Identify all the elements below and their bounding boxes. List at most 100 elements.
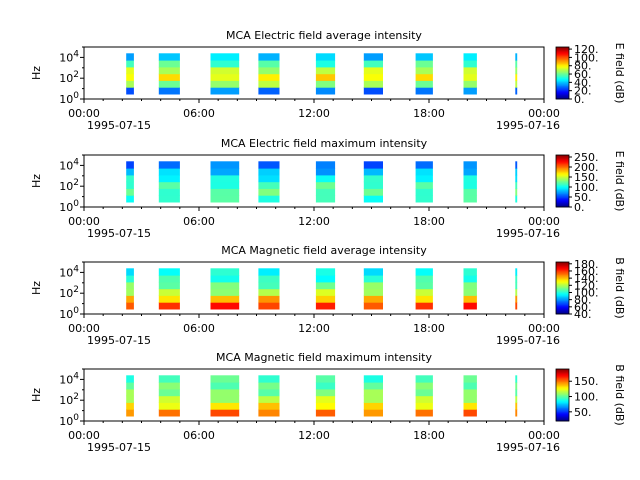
spectrogram-cell — [515, 73, 518, 81]
x-tick-label: 00:00 — [528, 107, 560, 120]
spectrogram-cell — [158, 87, 180, 95]
spectrogram-cell — [158, 73, 180, 81]
spectrogram-cell — [463, 60, 477, 68]
colorbar-swatch — [556, 196, 569, 199]
spectrogram-cell — [258, 87, 280, 95]
colorbar-swatch — [556, 169, 569, 171]
spectrogram-cell — [158, 375, 180, 383]
spectrogram-cell — [463, 80, 477, 88]
colorbar-swatch — [556, 306, 569, 308]
spectrogram-cell — [315, 53, 336, 61]
colorbar-swatch — [556, 285, 569, 288]
spectrogram-cell — [363, 302, 383, 310]
colorbar-swatch — [556, 275, 569, 277]
spectrogram-cell — [315, 382, 336, 390]
spectrogram-cell — [363, 161, 383, 169]
spectrogram-cell — [363, 409, 383, 417]
spectrogram-cell — [158, 402, 180, 410]
colorbar-swatch — [556, 79, 569, 82]
colorbar-swatch — [556, 92, 569, 95]
colorbar-tick-label: 100. — [574, 51, 599, 64]
colorbar-swatch — [556, 199, 569, 201]
colorbar-swatch — [556, 295, 569, 298]
colorbar-swatch — [556, 291, 569, 294]
colorbar-swatch — [556, 419, 569, 422]
colorbar-swatch — [556, 184, 569, 187]
colorbar-swatch — [556, 277, 569, 280]
colorbar-swatch — [556, 49, 569, 52]
spectrogram-cell — [258, 60, 280, 68]
spectrogram-cell — [315, 288, 336, 296]
spectrogram-cell — [463, 409, 477, 417]
spectrogram-cell — [126, 388, 134, 397]
colorbar-swatch — [556, 391, 569, 393]
colorbar: 0.20.40.60.80.100.120. E field (dB) — [555, 43, 626, 106]
panel-3: MCA Magnetic field average intensity 100 1… — [30, 244, 626, 347]
x-date-label-start: 1995-07-15 — [87, 441, 151, 454]
spectrogram-cell — [463, 288, 477, 296]
spectrogram-cell — [126, 53, 134, 61]
spectrogram-cell — [210, 66, 240, 75]
colorbar-swatch — [556, 168, 569, 170]
spectrogram-cell — [126, 402, 134, 410]
spectrogram-cell — [158, 281, 180, 290]
colorbar-label: B field (dB) — [613, 364, 626, 425]
spectrogram-cell — [515, 268, 518, 276]
x-tick-label: 06:00 — [183, 107, 215, 120]
colorbar-swatch — [556, 203, 569, 205]
spectrogram-cell — [210, 87, 240, 95]
spectrogram-cell — [415, 168, 433, 176]
x-tick-label: 00:00 — [68, 322, 100, 335]
colorbar-swatch — [556, 289, 569, 291]
spectrogram-cell — [515, 388, 518, 397]
colorbar-swatch — [556, 382, 569, 384]
spectrogram-cell — [126, 395, 134, 403]
spectrogram-cell — [258, 174, 280, 183]
colorbar-swatch — [556, 298, 569, 301]
colorbar-swatch — [556, 170, 569, 173]
spectrogram-cell — [210, 281, 240, 290]
spectrogram-cell — [463, 302, 477, 310]
x-tick-label: 06:00 — [183, 429, 215, 442]
spectrogram-cell — [158, 181, 180, 189]
spectrogram-cell — [463, 281, 477, 290]
colorbar-swatch — [556, 383, 569, 385]
spectrogram-cell — [315, 195, 336, 203]
colorbar-frame — [555, 261, 570, 315]
colorbar-swatch — [556, 417, 569, 419]
colorbar-swatch — [556, 190, 569, 192]
colorbar-label: E field (dB) — [613, 43, 626, 104]
spectrogram-cell — [210, 268, 240, 276]
x-tick-label: 18:00 — [413, 107, 445, 120]
spectrogram-cell — [258, 388, 280, 397]
spectrogram-cell — [315, 409, 336, 417]
colorbar-swatch — [556, 70, 569, 73]
spectrogram-cell — [315, 388, 336, 397]
spectrogram-cell — [210, 395, 240, 403]
colorbar-swatch — [556, 96, 569, 99]
spectrogram-cell — [363, 295, 383, 303]
spectrogram-cell — [363, 174, 383, 183]
spectrogram-cell — [415, 53, 433, 61]
spectrogram-cell — [515, 188, 518, 196]
colorbar-swatch — [556, 197, 569, 200]
spectrogram-cell — [363, 73, 383, 81]
x-tick-label: 12:00 — [298, 322, 330, 335]
spectrogram-cell — [463, 295, 477, 303]
spectrogram-cell — [363, 195, 383, 203]
colorbar-swatch — [556, 63, 569, 66]
colorbar-swatch — [556, 282, 569, 285]
x-tick-label: 00:00 — [68, 107, 100, 120]
spectrogram-cell — [415, 409, 433, 417]
colorbar-tick-label: 100. — [574, 286, 599, 299]
colorbar-frame — [555, 368, 570, 422]
spectrogram-cell — [415, 161, 433, 169]
spectrogram-cell — [515, 288, 518, 296]
colorbar-frame — [555, 46, 570, 100]
colorbar-swatch — [556, 378, 569, 380]
spectrogram-cell — [463, 195, 477, 203]
chart-title: MCA Electric field maximum intensity — [221, 137, 428, 150]
y-tick-label: 104 — [59, 264, 79, 279]
spectrogram-cell — [126, 288, 134, 296]
colorbar-swatch — [556, 177, 569, 179]
